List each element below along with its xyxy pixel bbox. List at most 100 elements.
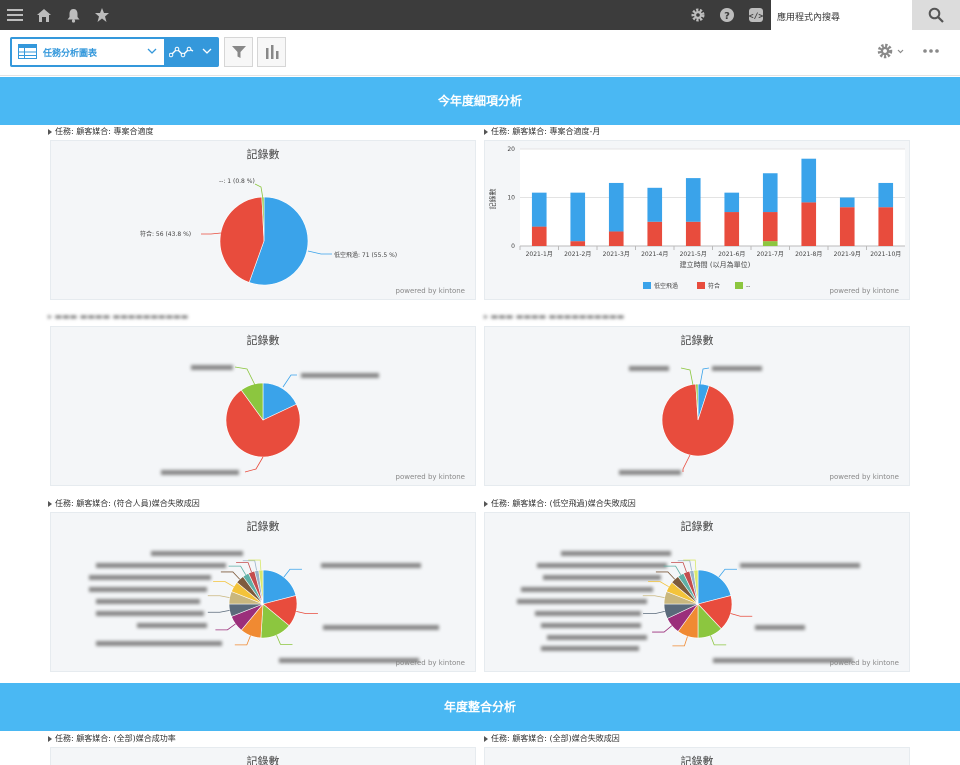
pie-chart[interactable] [51,513,477,673]
pie-labels [517,551,860,663]
y-tick-label: 10 [507,195,515,202]
chart-header-label: 任務: 顧客媒合: (全部)媒合失敗成因 [491,734,620,743]
pie-leader-line [248,559,262,571]
chart-card-title: 記錄數 [246,755,280,765]
chart-header-label: 任務: 顧客媒合: (符合人員)媒合失敗成因 [55,499,200,508]
more-button[interactable] [922,43,940,63]
pie-leader-line [228,565,247,575]
pie-leader-line [710,635,727,646]
pie-slice [225,389,301,458]
pie-leader-line [283,568,302,578]
bar-segment [647,221,663,246]
chart-header[interactable]: 任務: 顧客媒合: 專案合適度 [48,126,153,137]
x-axis-label: 建立時間 (以月為單位) [680,260,751,269]
chart-card: 記錄數 [484,747,910,765]
chart-header[interactable]: 任務: 顧客媒合: (全部)媒合失敗成因 [484,733,620,744]
bell-icon[interactable] [63,5,83,25]
view-selector[interactable]: 任務分析圖表 [10,37,219,67]
pie-leader-line [213,581,234,588]
chart-type-selector[interactable] [164,39,219,65]
x-tick-label: 2021-7月 [757,251,784,258]
pie-chart[interactable] [51,327,477,487]
expand-icon [484,500,488,507]
pie-label: 低空飛過: 71 (55.5 %) [334,251,397,259]
bar-chart[interactable]: 0 10 20 2021-1月 2021-2月 2021-3月 2021-4月 2021-5月… [485,141,911,301]
settings-button[interactable] [877,43,905,63]
bar-segment [531,192,547,227]
legend-swatch [643,282,651,289]
chevron-down-icon [202,48,212,54]
pie-slice [258,569,264,605]
bar-segment [762,241,778,246]
chart-header[interactable]: ▸ ▬▬▬ ▬▬▬▬ ▬▬▬▬▬▬▬▬▬▬ [484,312,625,321]
pie-labels [89,551,439,663]
chart-card: 記錄數 powered by kintone [50,326,476,486]
pie-leader-line [234,635,251,646]
pie-leader-line [677,560,693,571]
bar-segment [801,202,817,246]
bar-segment [762,173,778,213]
chart-card: 記錄數 powered by kintone [484,326,910,486]
bar-segment [839,197,855,208]
gear-icon[interactable] [688,5,708,25]
expand-icon [484,128,488,135]
chart-header[interactable]: 任務: 顧客媒合: (全部)媒合成功率 [48,733,176,744]
chart-header[interactable]: 任務: 顧客媒合: (符合人員)媒合失敗成因 [48,498,200,509]
x-tick-label: 2021-1月 [526,251,553,258]
pie-leader-line [655,571,676,580]
expand-icon [48,735,52,742]
pie-slice [248,196,309,286]
bar-segment [608,182,624,232]
pie-leader-line [207,609,230,613]
chart-header[interactable]: 任務: 顧客媒合: (低空飛過)媒合失敗成因 [484,498,636,509]
legend-item: 符合 [708,282,720,290]
star-icon[interactable] [92,5,112,25]
powered-by-label: powered by kintone [395,287,465,295]
chart-card-title: 記錄數 [246,334,280,347]
search-button[interactable] [912,0,960,30]
pie-leader-line [642,595,665,599]
chart-card-title: 記錄數 [680,334,714,347]
chart-card: 記錄數 powered by kintone [50,512,476,672]
pie-leader-line [730,613,753,617]
y-tick-label: 20 [507,146,515,153]
powered-by-label: powered by kintone [395,659,465,667]
pie-leader-line [236,562,252,573]
view-toolbar: 任務分析圖表 [0,30,960,76]
pie-leader-line [683,559,697,571]
pie-chart[interactable] [485,327,911,487]
powered-by-label: powered by kintone [829,473,899,481]
pie-leader-line [643,611,665,614]
filter-button[interactable] [224,37,253,67]
bar-segment [531,226,547,246]
graph-button[interactable] [257,37,286,67]
menu-icon[interactable] [5,5,25,25]
help-icon[interactable]: ? [717,5,737,25]
powered-by-label: powered by kintone [829,287,899,295]
pie-chart[interactable] [485,513,911,673]
pie-chart[interactable]: 低空飛過: 71 (55.5 %) 符合: 56 (43.8 %) --: 1 … [51,141,477,301]
pie-leader-line [220,571,241,580]
pie-leader-line [215,623,236,631]
table-icon [18,44,37,59]
home-icon[interactable] [34,5,54,25]
code-icon[interactable]: </> [746,5,766,25]
chart-card-title: 記錄數 [680,755,714,765]
chart-card: 記錄數 powered by kintone [484,512,910,672]
pie-label: 符合: 56 (43.8 %) [140,230,191,238]
bar-segment [570,241,586,246]
chart-card: 0 10 20 2021-1月 2021-2月 2021-3月 2021-4月 2021-5月… [484,140,910,300]
pie-labels: 低空飛過: 71 (55.5 %) 符合: 56 (43.8 %) --: 1 … [140,178,397,259]
chart-header[interactable]: 任務: 顧客媒合: 專案合適度-月 [484,126,600,137]
x-tick-label: 2021-9月 [834,251,861,258]
filter-icon [231,46,246,58]
chart-card-title: 記錄數 [680,520,714,533]
bar-segment [839,207,855,246]
chart-header-label: 任務: 顧客媒合: (低空飛過)媒合失敗成因 [491,499,636,508]
chevron-down-icon [147,48,157,54]
search-input[interactable]: 應用程式內搜尋 [771,0,912,30]
svg-text:</>: </> [749,12,764,21]
powered-by-label: powered by kintone [395,473,465,481]
pie-slice [262,382,297,421]
chart-header[interactable]: ▸ ▬▬▬ ▬▬▬▬ ▬▬▬▬▬▬▬▬▬▬ [48,312,189,321]
